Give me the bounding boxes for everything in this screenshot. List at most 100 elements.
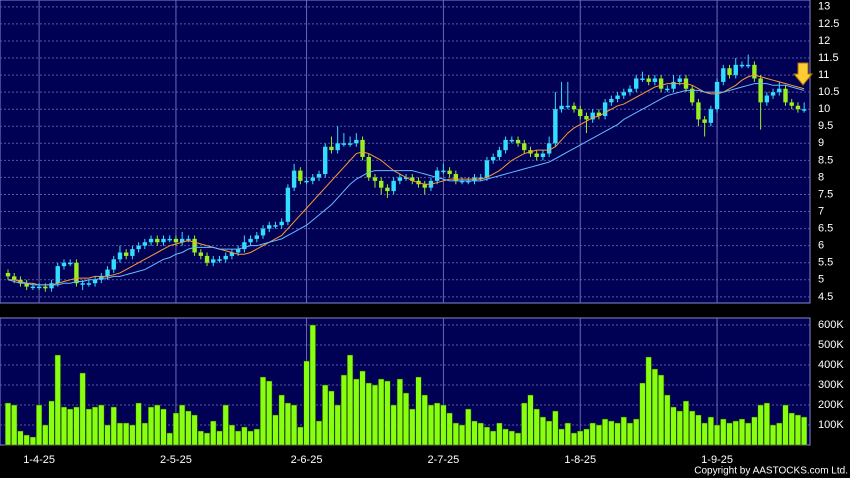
- volume-bar: [558, 428, 565, 446]
- volume-bar: [4, 402, 12, 446]
- candle-body: [553, 109, 558, 144]
- candle-body: [739, 64, 745, 67]
- candle-body: [354, 139, 359, 144]
- volume-bar: [259, 376, 267, 446]
- candle-body: [242, 242, 247, 250]
- candle-body: [211, 259, 216, 263]
- y-tick-label: 11: [818, 69, 829, 81]
- volume-bar: [371, 384, 379, 446]
- candle-body: [86, 283, 92, 285]
- candle-body: [770, 92, 776, 96]
- volume-bar: [477, 422, 484, 446]
- volume-bar: [570, 432, 578, 446]
- volume-bar: [701, 422, 708, 446]
- volume-bar: [247, 430, 254, 446]
- candle-body: [584, 116, 589, 120]
- candle-body: [801, 109, 807, 111]
- y-tick-label: 6: [818, 240, 824, 252]
- volume-bar: [54, 354, 61, 446]
- candle-body: [652, 78, 658, 82]
- volume-bar: [533, 408, 540, 446]
- volume-bar: [409, 408, 416, 446]
- candle-body: [267, 225, 272, 229]
- y-tick-label: 8: [818, 171, 824, 183]
- candle-body: [690, 88, 695, 103]
- candle-body: [578, 109, 583, 117]
- candle-body: [484, 160, 490, 178]
- volume-bar: [776, 422, 783, 446]
- candle-body: [783, 88, 788, 103]
- volume-bar: [490, 430, 497, 446]
- candle-body: [441, 170, 446, 173]
- volume-bar: [17, 430, 24, 446]
- candle-body: [534, 153, 539, 157]
- volume-bar: [757, 404, 764, 446]
- y-tick-label: 5: [818, 274, 824, 286]
- y-tick-label: 10.5: [818, 86, 839, 98]
- volume-bar: [322, 384, 329, 446]
- volume-bar: [415, 376, 422, 446]
- volume-bar: [396, 378, 403, 446]
- candle-body: [142, 242, 148, 246]
- candle-body: [634, 78, 639, 89]
- volume-bar: [216, 430, 223, 446]
- candle-body: [708, 109, 714, 123]
- candle-body: [5, 272, 11, 277]
- candle-body: [789, 102, 794, 106]
- candle-body: [571, 105, 577, 110]
- volume-bar: [340, 374, 347, 446]
- candle-body: [36, 286, 42, 289]
- volume-bar: [148, 406, 155, 446]
- volume-bar: [166, 432, 173, 446]
- candle-body: [372, 177, 378, 181]
- candle-body: [49, 283, 54, 289]
- volume-bar: [197, 430, 204, 446]
- candle-body: [105, 269, 110, 277]
- volume-bar: [359, 370, 366, 446]
- candle-body: [167, 238, 172, 241]
- volume-bar: [434, 402, 441, 446]
- volume-bar: [452, 422, 459, 446]
- volume-bar: [502, 428, 509, 446]
- candle-body: [646, 78, 651, 82]
- volume-bar: [732, 420, 739, 446]
- candle-body: [323, 146, 328, 175]
- y-tick-label: 400K: [818, 359, 844, 371]
- candle-body: [80, 283, 85, 285]
- candle-body: [260, 228, 266, 236]
- volume-bar: [104, 424, 111, 446]
- candle-body: [422, 184, 427, 188]
- candle-body: [30, 286, 36, 289]
- candle-body: [173, 238, 179, 243]
- volume-bar: [315, 420, 323, 446]
- y-tick-label: 4.5: [818, 291, 833, 303]
- volume-bar: [514, 432, 522, 446]
- volume-bar: [48, 400, 55, 446]
- volume-bar: [42, 424, 49, 446]
- volume-bar: [770, 424, 777, 446]
- candle-body: [248, 238, 253, 243]
- candle-body: [229, 252, 235, 256]
- candle-body: [671, 81, 676, 89]
- y-tick-label: 13: [818, 1, 830, 13]
- candle-body: [677, 78, 682, 82]
- candle-body: [459, 180, 465, 183]
- candle-body: [627, 88, 633, 93]
- candle-body: [795, 105, 801, 110]
- y-tick-label: 11.5: [818, 52, 839, 64]
- volume-bar: [116, 422, 124, 446]
- candle-body: [335, 143, 340, 151]
- candle-body: [397, 177, 403, 181]
- candle-body: [453, 174, 459, 181]
- candle-body: [155, 238, 160, 243]
- volume-bar: [527, 394, 534, 446]
- volume-bar: [92, 406, 99, 446]
- price-panel: [0, 0, 811, 304]
- candle-body: [447, 170, 452, 175]
- volume-bar: [235, 430, 242, 446]
- x-tick-label: 1-8-25: [564, 454, 596, 466]
- volume-bar: [291, 404, 298, 446]
- x-tick-label: 2-5-25: [160, 454, 192, 466]
- candle-body: [341, 143, 347, 145]
- candle-body: [68, 262, 73, 265]
